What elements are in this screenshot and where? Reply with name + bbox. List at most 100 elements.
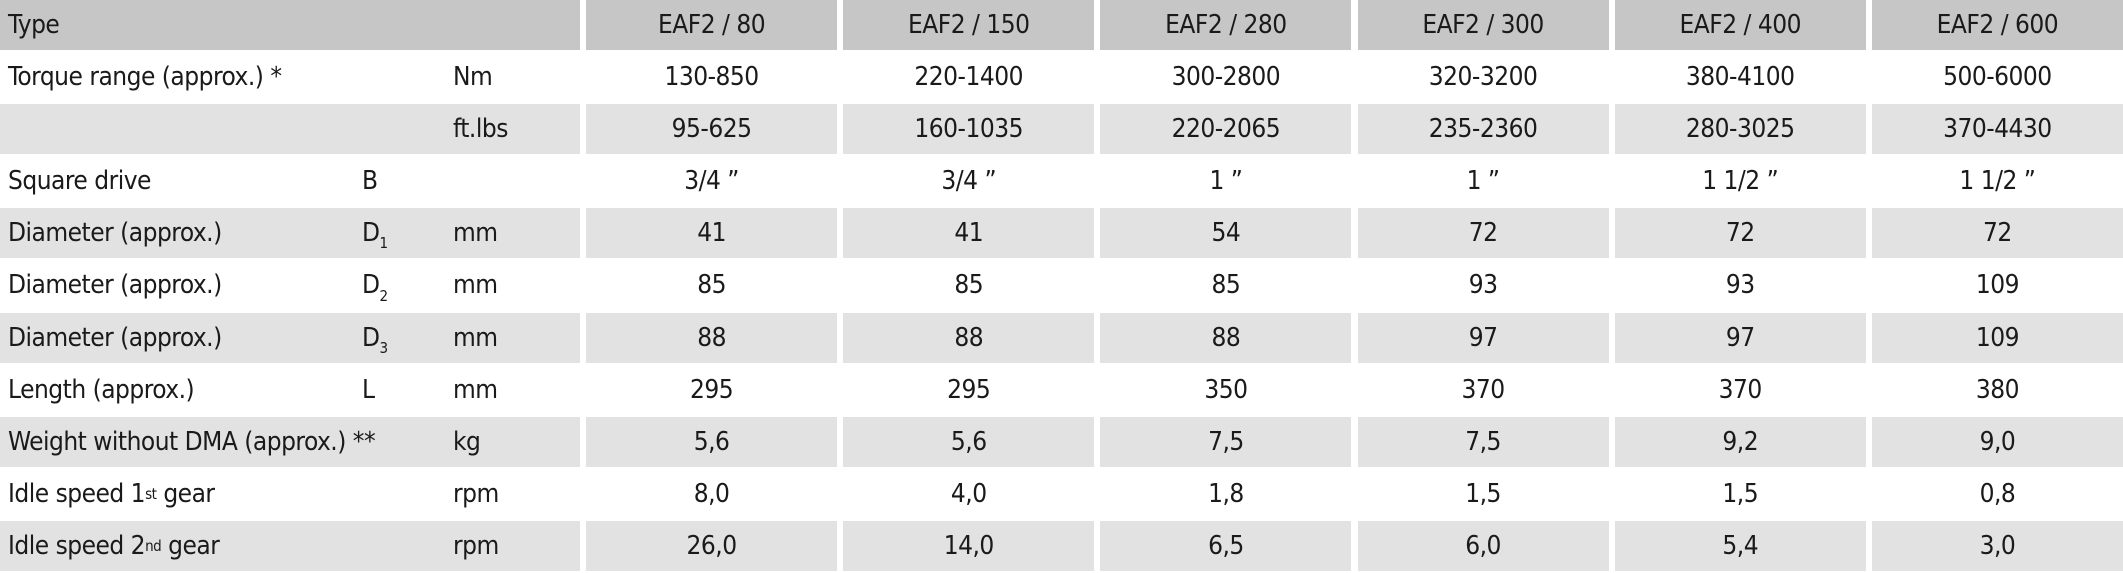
model-name: EAF2 / 150	[907, 10, 1030, 41]
value: 72	[1468, 218, 1498, 249]
value-cell: 3/4 ”	[843, 156, 1095, 207]
value: 4,0	[950, 478, 987, 509]
value-cell: 72	[1871, 208, 2123, 259]
value: 380-4100	[1685, 62, 1795, 93]
value: 235-2360	[1428, 114, 1538, 145]
value-cell: 85	[586, 260, 838, 311]
row-unit: mm	[453, 218, 498, 249]
value: 6,0	[1465, 530, 1501, 561]
row-unit: kg	[453, 426, 481, 457]
value-cell: 370	[1357, 364, 1609, 415]
value: 109	[1975, 270, 2020, 301]
value-cell: 54	[1100, 208, 1352, 259]
row-label-cell: Diameter (approx.) D 2 mm	[0, 260, 580, 311]
value: 370	[1461, 374, 1506, 405]
row-label: Length (approx.)	[8, 365, 195, 415]
value: 9,2	[1722, 426, 1759, 457]
value-cell: 41	[843, 208, 1095, 259]
value: 220-1400	[914, 62, 1024, 93]
value: 88	[697, 322, 726, 353]
value-cell: 1 1/2 ”	[1871, 156, 2123, 207]
value: 370-4430	[1943, 114, 2052, 145]
value: 1,8	[1208, 478, 1244, 509]
label-text: Idle speed 1	[8, 478, 146, 509]
value-cell: 1 1/2 ”	[1614, 156, 1866, 207]
model-name: EAF2 / 80	[658, 10, 766, 41]
value: 85	[697, 270, 726, 301]
value: 93	[1468, 270, 1498, 301]
value-cell: 93	[1614, 260, 1866, 311]
value-cell: 6,0	[1357, 520, 1609, 571]
row-label-cell: Square drive B	[0, 156, 580, 207]
value: 1 ”	[1209, 166, 1243, 197]
model-name: EAF2 / 300	[1422, 10, 1544, 41]
value: 7,5	[1208, 426, 1244, 457]
value-cell: 97	[1614, 312, 1866, 363]
value: 5,6	[950, 426, 987, 457]
value: 5,4	[1722, 530, 1759, 561]
value-cell: 5,4	[1614, 520, 1866, 571]
row-unit: mm	[453, 270, 498, 301]
value-cell: 85	[1100, 260, 1352, 311]
value: 41	[954, 218, 984, 249]
row-label-cell: Diameter (approx.) D 1 mm	[0, 208, 580, 259]
value-cell: 1,8	[1100, 468, 1352, 519]
value-cell: 3,0	[1871, 520, 2123, 571]
symbol-text: D	[362, 322, 380, 353]
row-unit: mm	[453, 374, 498, 405]
value: 3/4 ”	[941, 166, 997, 197]
label-text: Diameter (approx.)	[8, 270, 222, 301]
value: 295	[947, 374, 991, 405]
value: 500-6000	[1943, 62, 2052, 93]
row-label: Torque range (approx.) *	[8, 52, 282, 102]
value: 1 ”	[1466, 166, 1500, 197]
label-text: Length (approx.)	[8, 374, 195, 405]
label-superscript: nd	[145, 536, 162, 555]
value: 220-2065	[1171, 114, 1281, 145]
row-label: Weight without DMA (approx.) **	[8, 417, 376, 467]
value-cell: 5,6	[843, 416, 1095, 467]
label-text: Diameter (approx.)	[8, 322, 222, 353]
value: 7,5	[1465, 426, 1501, 457]
value-cell: 85	[843, 260, 1095, 311]
value: 350	[1204, 374, 1248, 405]
value: 295	[690, 374, 734, 405]
value: 6,5	[1208, 530, 1244, 561]
value-cell: 500-6000	[1871, 52, 2123, 103]
value: 280-3025	[1685, 114, 1795, 145]
value-cell: 1 ”	[1100, 156, 1352, 207]
value: 85	[954, 270, 984, 301]
value: 93	[1725, 270, 1755, 301]
value: 54	[1211, 218, 1241, 249]
value: 130-850	[664, 62, 759, 93]
row-symbol: L	[362, 365, 375, 415]
value: 5,6	[693, 426, 730, 457]
header-model-cell: EAF2 / 280	[1100, 0, 1352, 51]
value-cell: 220-2065	[1100, 104, 1352, 155]
value-cell: 350	[1100, 364, 1352, 415]
value-cell: 235-2360	[1357, 104, 1609, 155]
value: 97	[1468, 322, 1498, 353]
row-label-cell: ft.lbs	[0, 104, 580, 155]
value: 8,0	[693, 478, 730, 509]
row-unit: mm	[453, 322, 498, 353]
value-cell: 1,5	[1614, 468, 1866, 519]
value-cell: 6,5	[1100, 520, 1352, 571]
value: 85	[1211, 270, 1241, 301]
value: 26,0	[686, 530, 738, 561]
value: 88	[1211, 322, 1241, 353]
value: 380	[1975, 374, 2020, 405]
value-cell: 95-625	[586, 104, 838, 155]
value-cell: 220-1400	[843, 52, 1095, 103]
symbol-subscript: 2	[379, 286, 389, 305]
value-cell: 88	[1100, 312, 1352, 363]
value-cell: 9,2	[1614, 416, 1866, 467]
value: 3/4 ”	[684, 166, 739, 197]
value-cell: 320-3200	[1357, 52, 1609, 103]
row-unit: Nm	[453, 62, 493, 93]
